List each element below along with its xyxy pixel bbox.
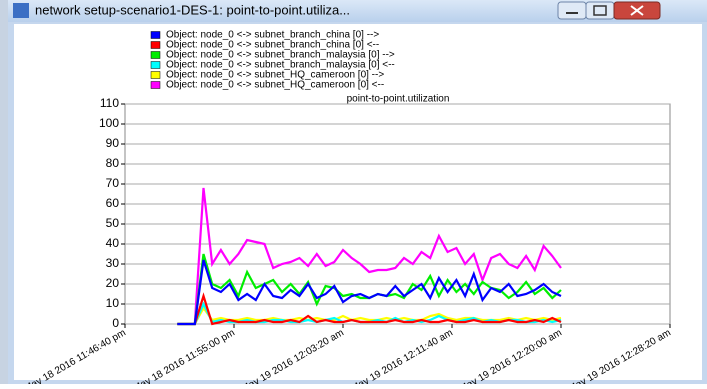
title-bar [8, 0, 707, 22]
maximize-button[interactable] [585, 1, 615, 20]
close-icon [630, 5, 644, 16]
y-tick-label: 10 [106, 296, 120, 310]
legend-label: Object: node_0 <-> subnet_branch_china [… [166, 40, 379, 51]
y-tick-label: 90 [106, 136, 120, 150]
series-line [177, 305, 562, 326]
series-line [177, 259, 562, 326]
legend-swatch [150, 71, 161, 79]
y-tick-label: 0 [112, 316, 119, 330]
legend-swatch [150, 31, 161, 39]
chart-title: point-to-point.utilization [347, 94, 450, 105]
window-icon [13, 3, 29, 18]
y-tick-label: 110 [100, 96, 119, 110]
legend-swatch [150, 51, 161, 59]
maximize-icon [593, 5, 607, 16]
legend-label: Object: node_0 <-> subnet_HQ_cameroon [0… [166, 70, 384, 81]
y-tick-label: 80 [106, 156, 120, 170]
window-title: network setup-scenario1-DES-1: point-to-… [35, 2, 350, 17]
series-line [177, 292, 562, 326]
y-tick-label: 50 [106, 216, 120, 230]
legend-label: Object: node_0 <-> subnet_branch_china [… [166, 30, 379, 41]
y-tick-label: 60 [106, 196, 120, 210]
y-tick-label: 20 [106, 276, 120, 290]
y-tick-label: 30 [106, 256, 120, 270]
y-tick-label: 100 [99, 116, 119, 130]
y-tick-label: 40 [106, 236, 120, 250]
legend-swatch [150, 81, 161, 89]
series-line [177, 187, 562, 326]
minimize-button[interactable] [557, 1, 587, 20]
legend-box [146, 28, 472, 92]
legend-label: Object: node_0 <-> subnet_branch_malaysi… [166, 50, 395, 61]
legend-label: Object: node_0 <-> subnet_HQ_cameroon [0… [166, 80, 384, 91]
legend-swatch [150, 41, 161, 49]
legend-label: Object: node_0 <-> subnet_branch_malaysi… [166, 60, 395, 71]
y-tick-label: 70 [106, 176, 120, 190]
legend-swatch [150, 61, 161, 69]
